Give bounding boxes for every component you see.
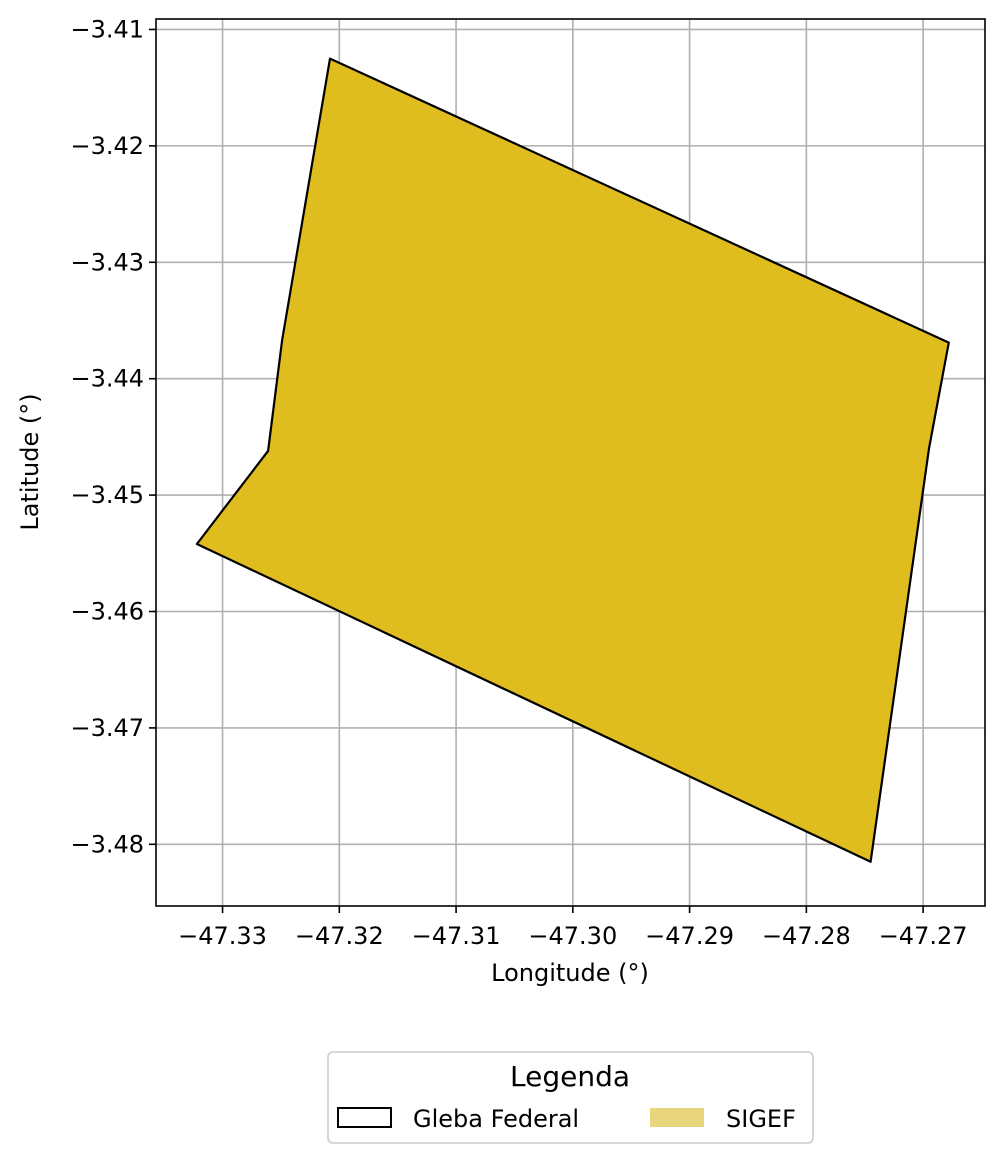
y-axis-label: Latitude (°) [16,393,44,530]
y-ticks: −3.41 −3.42 −3.43 −3.44 −3.45 −3.46 −3.47 −3.48 [70,15,156,858]
axes-frame [155,18,986,907]
y-tick-label: −3.46 [70,597,144,625]
legend-label-sigef: SIGEF [726,1105,796,1133]
y-tick-label: −3.42 [70,132,144,160]
legend-swatch-sigef [650,1108,704,1127]
x-tick-label: −47.30 [528,922,617,950]
legend-label-gleba-federal: Gleba Federal [413,1105,579,1133]
x-tick-label: −47.27 [879,922,968,950]
x-tick-label: −47.29 [645,922,734,950]
x-ticks: −47.33 −47.32 −47.31 −47.30 −47.29 −47.28 −47.… [178,906,968,950]
legend: Legenda Gleba Federal SIGEF [327,1051,814,1144]
x-tick-label: −47.32 [295,922,384,950]
y-tick-label: −3.45 [70,481,144,509]
sigef-polygon [195,57,950,863]
y-tick-label: −3.47 [70,714,144,742]
x-tick-label: −47.31 [412,922,501,950]
y-tick-label: −3.44 [70,365,144,393]
x-axis-label: Longitude (°) [491,959,649,987]
legend-title: Legenda [510,1060,630,1093]
x-tick-label: −47.28 [762,922,851,950]
y-tick-label: −3.48 [70,830,144,858]
y-tick-label: −3.43 [70,248,144,276]
x-tick-label: −47.33 [178,922,267,950]
polygon-layer [195,57,950,863]
legend-swatch-gleba-federal [337,1107,392,1128]
y-tick-label: −3.41 [70,15,144,43]
